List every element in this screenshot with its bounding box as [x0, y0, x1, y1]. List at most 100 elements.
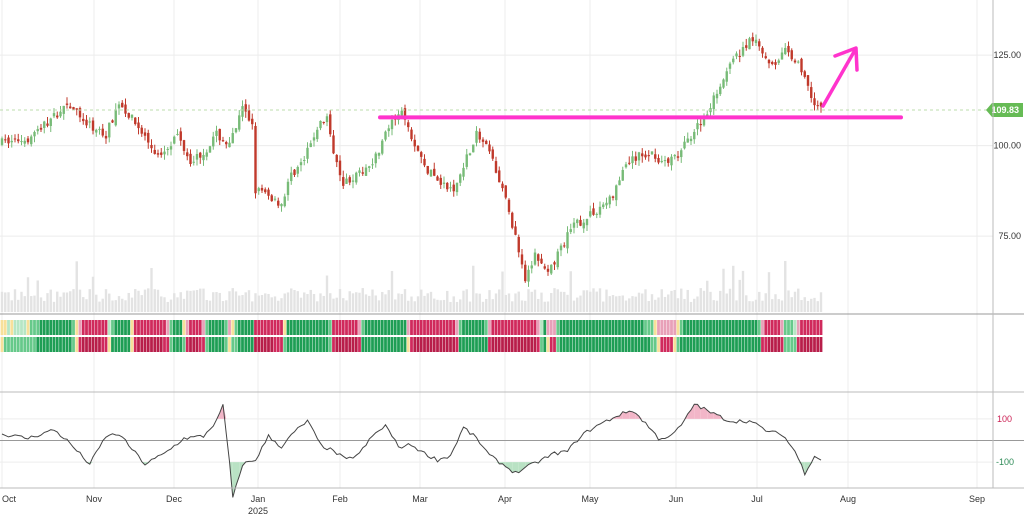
trend-tape-cell: [543, 320, 546, 335]
candle-body: [534, 253, 536, 265]
trend-tape-cell: [368, 320, 371, 335]
candle-body: [784, 48, 786, 54]
candle-body: [781, 53, 783, 60]
candle-body: [271, 195, 273, 201]
volume-bar: [518, 292, 520, 312]
trend-tape-cell: [478, 320, 481, 335]
volume-bar: [79, 290, 81, 312]
volume-bar: [368, 296, 370, 312]
volume-bar: [290, 288, 292, 312]
trend-tape-cell: [803, 320, 806, 335]
volume-bar: [319, 293, 321, 312]
volume-bar: [141, 295, 143, 312]
trend-tape-cell: [407, 320, 410, 335]
volume-bar: [430, 292, 432, 312]
candle-body: [118, 104, 120, 108]
volume-bar: [664, 297, 666, 312]
candle-body: [433, 169, 435, 176]
trend-tape-cell: [417, 337, 420, 352]
trend-tape-cell: [300, 337, 303, 352]
trend-tape-cell: [384, 337, 387, 352]
trend-tape-cell: [511, 320, 514, 335]
month-label: May: [581, 494, 599, 504]
volume-bar: [147, 288, 149, 312]
trend-tape-cell: [1, 337, 4, 352]
volume-bar: [63, 292, 65, 312]
trend-tape-cell: [365, 320, 368, 335]
trend-tape-cell: [62, 337, 65, 352]
volume-bar: [102, 299, 104, 312]
trend-tape-cell: [85, 320, 88, 335]
trend-tape-cell: [88, 337, 91, 352]
volume-bar: [332, 299, 334, 312]
trend-tape-cell: [420, 320, 423, 335]
trend-tape-cell: [332, 320, 335, 335]
volume-bar: [774, 294, 776, 312]
trend-tape-cell: [309, 337, 312, 352]
candle-body: [648, 155, 650, 156]
oscillator-tick-label: -100: [996, 457, 1014, 467]
trend-tape-cell: [530, 337, 533, 352]
trend-tape-cell: [660, 320, 663, 335]
trend-tape-cell: [335, 320, 338, 335]
trend-tape-cell: [140, 320, 143, 335]
trend-tape-cell: [173, 337, 176, 352]
trend-tape-cell: [693, 320, 696, 335]
candle-body: [11, 141, 13, 142]
candle-body: [492, 149, 494, 158]
trend-tape-cell: [446, 320, 449, 335]
trend-tape-cell: [784, 320, 787, 335]
candle-body: [745, 45, 747, 48]
trend-tape-cell: [322, 337, 325, 352]
trend-tape-cell: [23, 337, 26, 352]
volume-bar: [362, 288, 364, 312]
trend-tape-cell: [134, 320, 137, 335]
candle-body: [501, 184, 503, 188]
volume-bar: [69, 291, 71, 312]
candle-body: [622, 170, 624, 181]
trend-tape-cell: [134, 337, 137, 352]
candle-body: [680, 150, 682, 157]
candle-body: [472, 145, 474, 153]
candle-body: [76, 108, 78, 109]
trend-tape-cell: [456, 320, 459, 335]
trend-tape-cell: [423, 337, 426, 352]
trend-tape-cell: [495, 320, 498, 335]
trend-tape-cell: [209, 320, 212, 335]
trend-tape-cell: [748, 337, 751, 352]
trend-tape-cell: [209, 337, 212, 352]
volume-bar: [722, 269, 724, 312]
month-label: Dec: [166, 494, 183, 504]
candle-body: [384, 132, 386, 140]
candle-body: [817, 105, 819, 106]
volume-bar: [59, 297, 61, 312]
trend-tape-cell: [27, 337, 30, 352]
trend-tape-cell: [56, 337, 59, 352]
candle-body: [137, 123, 139, 129]
trend-tape-cell: [787, 320, 790, 335]
trend-tape-cell: [491, 320, 494, 335]
trend-tape-cell: [283, 337, 286, 352]
volume-bar: [680, 289, 682, 312]
candle-body: [430, 170, 432, 176]
trend-tape-cell: [524, 320, 527, 335]
candle-body: [449, 187, 451, 188]
trend-tape-cell: [615, 320, 618, 335]
candle-body: [43, 122, 45, 128]
trend-tape-cell: [576, 320, 579, 335]
volume-bar: [531, 292, 533, 312]
candle-body: [778, 60, 780, 62]
candle-body: [362, 172, 364, 173]
candle-body: [436, 177, 438, 181]
candle-body: [349, 177, 351, 182]
trend-tape-cell: [547, 337, 550, 352]
trend-tape-cell: [293, 337, 296, 352]
trend-tape-cell: [387, 320, 390, 335]
trend-tape-cell: [664, 337, 667, 352]
trend-tape-cell: [212, 337, 215, 352]
trend-tape-cell: [371, 320, 374, 335]
trend-tape-cell: [777, 320, 780, 335]
trend-tape-cell: [160, 320, 163, 335]
trend-tape-cell: [667, 320, 670, 335]
volume-bar: [570, 271, 572, 312]
